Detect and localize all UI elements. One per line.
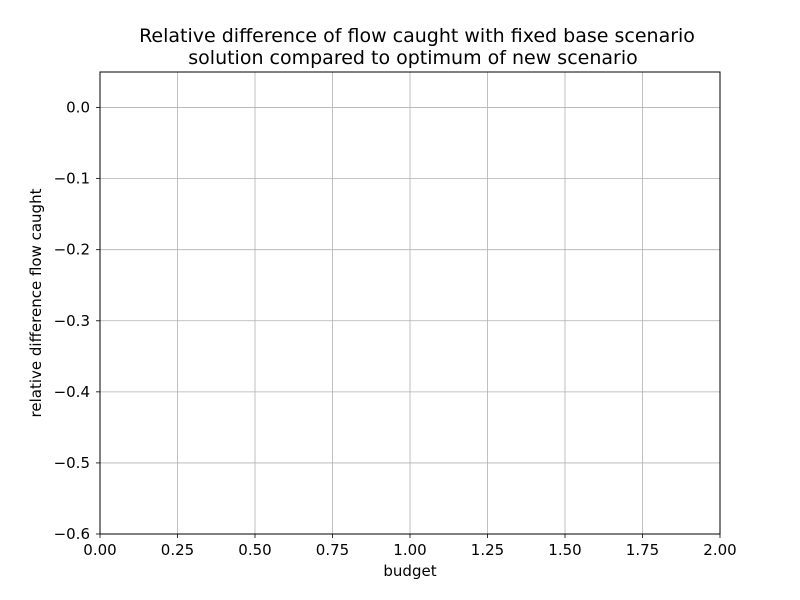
x-tick-label: 0.00 <box>83 541 116 559</box>
x-tick-label: 0.25 <box>161 541 194 559</box>
y-axis-label: relative difference flow caught <box>27 188 45 417</box>
x-tick-label: 1.50 <box>548 541 581 559</box>
y-tick-label: −0.5 <box>54 454 90 472</box>
y-tick-label: −0.6 <box>54 525 90 543</box>
y-tick-label: −0.1 <box>54 170 90 188</box>
x-axis: 0.00 0.25 0.50 0.75 1.00 1.25 1.50 1.75 2.00 <box>83 534 737 559</box>
y-tick-label: −0.2 <box>54 241 90 259</box>
x-tick-label: 1.75 <box>626 541 659 559</box>
y-tick-label: −0.4 <box>54 383 90 401</box>
y-tick-label: 0.0 <box>66 99 90 117</box>
x-axis-label: budget <box>383 562 436 580</box>
x-tick-label: 1.25 <box>471 541 504 559</box>
y-axis: 0.0 −0.1 −0.2 −0.3 −0.4 −0.5 −0.6 <box>54 99 100 543</box>
chart-title-line-1: Relative difference of flow caught with … <box>139 25 695 47</box>
x-tick-label: 0.50 <box>238 541 271 559</box>
grid <box>99 72 721 535</box>
y-tick-label: −0.3 <box>54 312 90 330</box>
x-tick-label: 2.00 <box>703 541 736 559</box>
x-tick-label: 1.00 <box>393 541 426 559</box>
chart-title-line-2: solution compared to optimum of new scen… <box>188 47 637 69</box>
x-tick-label: 0.75 <box>316 541 349 559</box>
